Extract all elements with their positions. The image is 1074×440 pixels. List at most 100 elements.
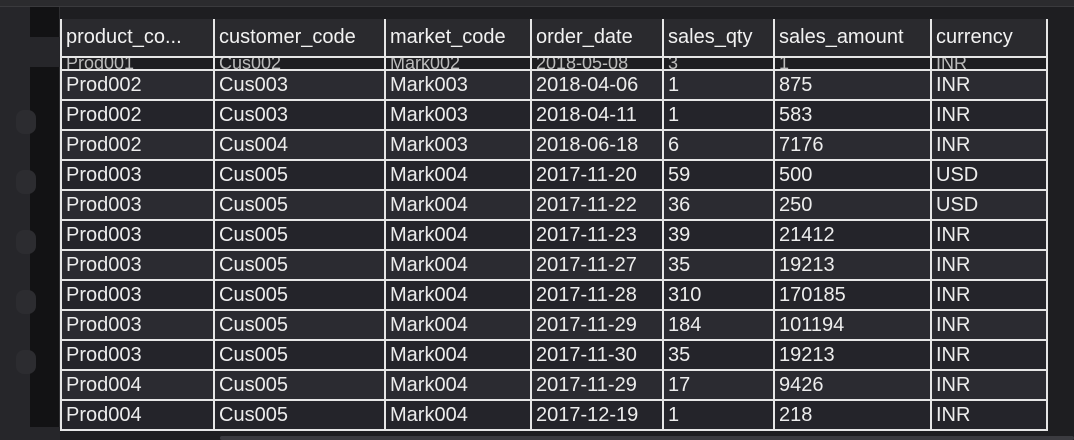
- table-cell[interactable]: Mark003: [384, 69, 532, 101]
- table-cell[interactable]: Cus005: [213, 309, 386, 341]
- table-row[interactable]: Prod004 Cus005 Mark004 2017-12-19 1 218 INR: [60, 399, 1048, 431]
- table-cell[interactable]: 875: [773, 69, 932, 101]
- table-cell[interactable]: 1: [662, 399, 775, 431]
- table-cell[interactable]: Cus005: [213, 219, 386, 251]
- table-cell[interactable]: Cus005: [213, 249, 386, 281]
- table-cell[interactable]: INR: [930, 399, 1048, 431]
- table-cell[interactable]: 2017-11-29: [530, 369, 664, 401]
- table-cell[interactable]: Cus005: [213, 189, 386, 221]
- table-cell[interactable]: INR: [930, 219, 1048, 251]
- table-cell[interactable]: Prod004: [60, 399, 215, 431]
- column-header[interactable]: currency: [930, 19, 1048, 58]
- table-cell[interactable]: Mark004: [384, 189, 532, 221]
- row-marker[interactable]: [30, 247, 60, 277]
- table-cell[interactable]: Mark004: [384, 339, 532, 371]
- table-row[interactable]: Prod002 Cus003 Mark003 2018-04-06 1 875 INR: [60, 69, 1048, 101]
- row-marker[interactable]: [30, 307, 60, 337]
- table-cell[interactable]: Prod003: [60, 249, 215, 281]
- table-cell[interactable]: 7176: [773, 129, 932, 161]
- table-cell[interactable]: 2018-06-18: [530, 129, 664, 161]
- table-cell[interactable]: 2017-11-29: [530, 309, 664, 341]
- row-marker[interactable]: [30, 367, 60, 397]
- table-cell[interactable]: 1: [662, 99, 775, 131]
- table-cell[interactable]: 35: [662, 339, 775, 371]
- table-cell[interactable]: Mark004: [384, 399, 532, 431]
- table-cell[interactable]: Mark003: [384, 99, 532, 131]
- table-cell[interactable]: Prod002: [60, 69, 215, 101]
- table-cell[interactable]: 2017-12-19: [530, 399, 664, 431]
- table-row[interactable]: Prod003 Cus005 Mark004 2017-11-30 35 19213 INR: [60, 339, 1048, 371]
- table-cell[interactable]: 2018-04-06: [530, 69, 664, 101]
- table-cell[interactable]: Cus003: [213, 69, 386, 101]
- horizontal-scrollbar[interactable]: [220, 436, 1074, 440]
- table-cell[interactable]: INR: [930, 279, 1048, 311]
- table-cell[interactable]: 1: [773, 56, 932, 71]
- table-cell[interactable]: Cus003: [213, 99, 386, 131]
- table-row[interactable]: Prod003 Cus005 Mark004 2017-11-29 184 101194 I…: [60, 309, 1048, 341]
- table-cell[interactable]: Mark004: [384, 159, 532, 191]
- table-cell[interactable]: 19213: [773, 339, 932, 371]
- table-cell[interactable]: Prod003: [60, 219, 215, 251]
- column-header[interactable]: sales_qty: [662, 19, 775, 58]
- table-cell[interactable]: INR: [930, 99, 1048, 131]
- table-cell[interactable]: INR: [930, 249, 1048, 281]
- table-cell[interactable]: Prod002: [60, 129, 215, 161]
- table-cell[interactable]: 170185: [773, 279, 932, 311]
- column-header[interactable]: product_co...: [60, 19, 215, 58]
- row-marker[interactable]: [30, 7, 60, 37]
- table-cell[interactable]: Prod003: [60, 189, 215, 221]
- table-cell[interactable]: INR: [930, 69, 1048, 101]
- table-cell[interactable]: INR: [930, 56, 1048, 71]
- table-cell[interactable]: INR: [930, 309, 1048, 341]
- table-cell[interactable]: 184: [662, 309, 775, 341]
- table-cell[interactable]: USD: [930, 159, 1048, 191]
- table-cell[interactable]: Mark004: [384, 279, 532, 311]
- table-cell[interactable]: 2017-11-30: [530, 339, 664, 371]
- table-row[interactable]: Prod003 Cus005 Mark004 2017-11-28 310 170185 I…: [60, 279, 1048, 311]
- table-cell[interactable]: Cus002: [213, 56, 386, 71]
- table-cell[interactable]: Mark004: [384, 219, 532, 251]
- table-cell[interactable]: 39: [662, 219, 775, 251]
- table-cell[interactable]: INR: [930, 369, 1048, 401]
- row-marker[interactable]: [30, 217, 60, 247]
- table-row[interactable]: Prod004 Cus005 Mark004 2017-11-29 17 9426 INR: [60, 369, 1048, 401]
- table-cell[interactable]: INR: [930, 129, 1048, 161]
- table-cell[interactable]: Cus005: [213, 399, 386, 431]
- row-marker[interactable]: [30, 187, 60, 217]
- table-cell[interactable]: 2017-11-22: [530, 189, 664, 221]
- table-cell[interactable]: Mark004: [384, 309, 532, 341]
- table-cell[interactable]: 9426: [773, 369, 932, 401]
- table-row[interactable]: Prod002 Cus004 Mark003 2018-06-18 6 7176 INR: [60, 129, 1048, 161]
- table-cell[interactable]: Prod003: [60, 339, 215, 371]
- table-cell[interactable]: 2017-11-20: [530, 159, 664, 191]
- table-row[interactable]: Prod003 Cus005 Mark004 2017-11-23 39 21412 INR: [60, 219, 1048, 251]
- table-cell[interactable]: 3: [662, 56, 775, 71]
- table-cell[interactable]: 6: [662, 129, 775, 161]
- table-cell[interactable]: Mark004: [384, 369, 532, 401]
- table-cell[interactable]: 2018-05-08: [530, 56, 664, 71]
- table-cell[interactable]: Mark002: [384, 56, 532, 71]
- table-cell[interactable]: 2017-11-28: [530, 279, 664, 311]
- table-cell[interactable]: 21412: [773, 219, 932, 251]
- table-cell[interactable]: 35: [662, 249, 775, 281]
- table-cell[interactable]: 19213: [773, 249, 932, 281]
- table-cell[interactable]: 59: [662, 159, 775, 191]
- table-cell[interactable]: 101194: [773, 309, 932, 341]
- table-cell[interactable]: 36: [662, 189, 775, 221]
- table-row[interactable]: Prod001 Cus002 Mark002 2018-05-08 3 1 INR: [60, 56, 1048, 71]
- table-cell[interactable]: Prod003: [60, 309, 215, 341]
- column-header[interactable]: customer_code: [213, 19, 386, 58]
- column-header[interactable]: market_code: [384, 19, 532, 58]
- table-cell[interactable]: 583: [773, 99, 932, 131]
- table-cell[interactable]: Mark003: [384, 129, 532, 161]
- table-cell[interactable]: INR: [930, 339, 1048, 371]
- table-cell[interactable]: Mark004: [384, 249, 532, 281]
- table-cell[interactable]: 2017-11-27: [530, 249, 664, 281]
- table-cell[interactable]: Cus005: [213, 339, 386, 371]
- row-marker[interactable]: [30, 337, 60, 367]
- table-cell[interactable]: Prod003: [60, 159, 215, 191]
- results-grid[interactable]: product_co... customer_code market_code ord…: [60, 19, 1074, 440]
- table-cell[interactable]: Cus005: [213, 279, 386, 311]
- table-cell[interactable]: Cus005: [213, 159, 386, 191]
- row-marker[interactable]: [30, 67, 60, 97]
